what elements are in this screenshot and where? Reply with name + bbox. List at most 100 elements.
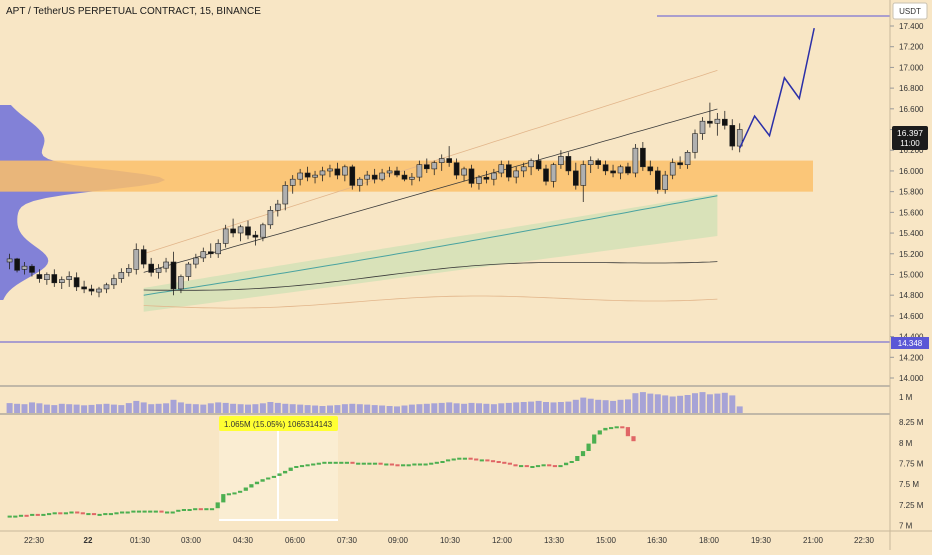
candle[interactable]: [222, 224, 229, 248]
indicator-bar[interactable]: [631, 436, 636, 442]
indicator-bar[interactable]: [535, 465, 541, 468]
indicator-bar[interactable]: [18, 514, 24, 517]
indicator-bar[interactable]: [468, 457, 473, 460]
volume-bar[interactable]: [274, 402, 281, 413]
volume-bar[interactable]: [267, 402, 274, 413]
indicator-pane[interactable]: [7, 426, 636, 521]
candle[interactable]: [133, 243, 140, 275]
candle[interactable]: [140, 245, 147, 269]
volume-bar[interactable]: [394, 406, 400, 413]
indicator-bar[interactable]: [558, 465, 563, 468]
candle[interactable]: [483, 170, 490, 184]
candle[interactable]: [446, 146, 453, 167]
candle[interactable]: [178, 274, 184, 294]
volume-bar[interactable]: [565, 401, 572, 413]
volume-bar[interactable]: [580, 397, 587, 413]
volume-bar[interactable]: [155, 403, 162, 413]
indicator-bar[interactable]: [120, 511, 125, 514]
candle[interactable]: [565, 152, 572, 176]
volume-bar[interactable]: [148, 404, 155, 413]
indicator-bar[interactable]: [389, 463, 394, 466]
indicator-bar[interactable]: [131, 510, 136, 513]
volume-bar[interactable]: [297, 404, 304, 413]
indicator-bar[interactable]: [395, 464, 400, 467]
candle[interactable]: [342, 164, 348, 182]
candle[interactable]: [476, 175, 482, 190]
indicator-bar[interactable]: [614, 426, 619, 429]
volume-bar[interactable]: [513, 402, 520, 413]
candle[interactable]: [29, 264, 35, 277]
candle[interactable]: [237, 224, 244, 242]
indicator-bar[interactable]: [356, 462, 361, 465]
indicator-bar[interactable]: [479, 459, 484, 462]
candle[interactable]: [491, 168, 497, 186]
indicator-bar[interactable]: [47, 513, 52, 516]
volume-bar[interactable]: [654, 394, 661, 413]
candle[interactable]: [118, 268, 125, 283]
indicator-bar[interactable]: [91, 513, 97, 516]
indicator-bar[interactable]: [187, 509, 192, 511]
indicator-bar[interactable]: [148, 510, 153, 513]
indicator-bar[interactable]: [80, 512, 85, 515]
volume-bar[interactable]: [729, 395, 736, 413]
indicator-bar[interactable]: [451, 458, 456, 461]
candle[interactable]: [21, 262, 28, 275]
indicator-bar[interactable]: [457, 457, 462, 460]
candle[interactable]: [319, 166, 326, 182]
volume-bar[interactable]: [550, 402, 557, 413]
indicator-bar[interactable]: [35, 513, 40, 516]
indicator-bar[interactable]: [592, 434, 597, 444]
candle[interactable]: [729, 119, 736, 151]
candle[interactable]: [36, 269, 43, 283]
volume-bar[interactable]: [29, 402, 35, 413]
indicator-bar[interactable]: [513, 464, 518, 467]
candle[interactable]: [200, 247, 207, 262]
volume-bar[interactable]: [498, 403, 505, 413]
indicator-bar[interactable]: [165, 511, 170, 514]
indicator-bar[interactable]: [575, 456, 580, 461]
volume-bar[interactable]: [721, 392, 728, 413]
candle[interactable]: [453, 158, 460, 180]
candle[interactable]: [282, 181, 289, 211]
candle[interactable]: [468, 164, 475, 188]
indicator-bar[interactable]: [603, 427, 608, 431]
indicator-bar[interactable]: [496, 461, 501, 463]
indicator-bar[interactable]: [260, 479, 265, 482]
candle[interactable]: [215, 239, 221, 258]
indicator-bar[interactable]: [372, 462, 378, 465]
candle[interactable]: [51, 269, 58, 287]
volume-bar[interactable]: [490, 404, 497, 413]
volume-bar[interactable]: [118, 405, 125, 413]
candle[interactable]: [96, 286, 102, 298]
candle[interactable]: [461, 166, 467, 182]
volume-bar[interactable]: [520, 402, 527, 413]
candle[interactable]: [193, 253, 199, 269]
candle[interactable]: [170, 251, 177, 296]
indicator-bar[interactable]: [97, 513, 102, 516]
volume-bar[interactable]: [170, 399, 177, 413]
indicator-bar[interactable]: [159, 510, 164, 513]
volume-bar[interactable]: [215, 402, 222, 413]
volume-bar[interactable]: [125, 403, 132, 413]
volume-bar[interactable]: [423, 403, 430, 413]
indicator-bar[interactable]: [490, 460, 496, 463]
candle[interactable]: [349, 164, 356, 190]
candle[interactable]: [416, 160, 423, 182]
volume-bar[interactable]: [692, 393, 698, 413]
volume-bar[interactable]: [6, 403, 13, 413]
candle[interactable]: [148, 257, 154, 277]
indicator-bar[interactable]: [322, 461, 327, 464]
candle[interactable]: [714, 113, 721, 136]
candle[interactable]: [707, 102, 713, 128]
candle[interactable]: [334, 162, 341, 180]
candle[interactable]: [595, 158, 602, 169]
indicator-bar[interactable]: [209, 508, 215, 511]
indicator-bar[interactable]: [541, 464, 546, 467]
candle[interactable]: [520, 162, 527, 178]
volume-bar[interactable]: [245, 404, 251, 413]
indicator-bar[interactable]: [620, 426, 625, 429]
candle[interactable]: [267, 206, 274, 229]
candle[interactable]: [647, 160, 654, 176]
indicator-bar[interactable]: [625, 427, 630, 437]
